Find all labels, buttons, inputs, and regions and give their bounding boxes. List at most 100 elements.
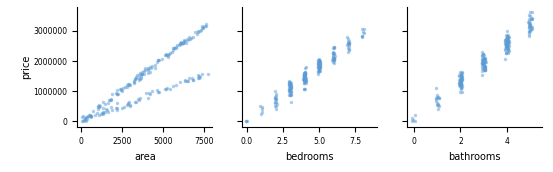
Point (504, 50, 513, 53)
Point (85, 115, 94, 118)
Point (132, 101, 140, 104)
Point (86, 113, 95, 116)
Point (431, 100, 440, 103)
Point (478, 67, 487, 69)
Point (301, 77, 310, 80)
Point (455, 81, 463, 84)
Point (478, 60, 487, 63)
Point (270, 101, 279, 104)
Point (457, 79, 466, 82)
Point (504, 44, 513, 47)
Point (299, 82, 308, 84)
Point (359, 32, 368, 34)
Point (124, 100, 133, 103)
Point (504, 41, 513, 44)
Point (343, 47, 352, 49)
Point (184, 39, 193, 41)
Point (328, 59, 337, 62)
Point (153, 90, 162, 93)
Point (190, 31, 199, 34)
Point (314, 66, 322, 69)
Point (107, 106, 116, 108)
Point (154, 58, 163, 61)
Point (525, 23, 534, 25)
Point (84, 113, 93, 116)
Point (456, 87, 465, 90)
Point (525, 23, 534, 26)
Point (189, 78, 198, 81)
Point (528, 26, 536, 28)
Point (432, 98, 441, 100)
Point (456, 78, 465, 80)
Point (285, 94, 294, 96)
Point (478, 62, 487, 65)
Point (478, 62, 487, 65)
Point (433, 95, 442, 98)
Point (358, 35, 367, 37)
Point (286, 90, 295, 92)
Point (300, 71, 309, 74)
Point (503, 37, 512, 40)
Point (141, 92, 150, 95)
Point (183, 80, 192, 83)
Point (358, 30, 367, 33)
Point (300, 78, 309, 81)
Point (300, 78, 309, 81)
Point (130, 79, 139, 82)
Point (195, 75, 204, 78)
Point (479, 64, 488, 67)
Point (108, 109, 117, 111)
Point (300, 88, 309, 91)
Point (124, 83, 133, 86)
Point (285, 84, 294, 87)
Point (502, 44, 511, 47)
Point (345, 41, 354, 44)
Point (300, 77, 309, 80)
Point (457, 82, 466, 85)
Point (133, 97, 142, 100)
Point (285, 83, 294, 86)
Point (479, 58, 488, 60)
Point (478, 56, 487, 58)
Point (315, 59, 324, 62)
Point (135, 73, 144, 76)
Point (100, 110, 109, 113)
Point (457, 77, 466, 80)
Point (186, 36, 195, 39)
Point (330, 57, 339, 60)
Point (196, 30, 205, 33)
Point (501, 58, 510, 61)
Point (478, 58, 487, 61)
Point (285, 87, 294, 90)
Point (285, 83, 294, 86)
Point (314, 65, 322, 68)
Point (503, 37, 512, 40)
Point (243, 120, 252, 123)
Point (98, 111, 107, 114)
Point (456, 84, 465, 87)
Point (503, 40, 512, 43)
Point (285, 83, 294, 85)
Point (114, 93, 123, 95)
Point (457, 80, 466, 83)
Point (121, 85, 130, 88)
Point (299, 77, 308, 80)
Point (300, 71, 309, 73)
Point (330, 46, 338, 49)
Point (123, 103, 132, 106)
Point (107, 93, 116, 96)
Point (314, 60, 323, 62)
Point (139, 73, 148, 75)
Point (258, 108, 267, 110)
Point (98, 111, 107, 113)
Point (300, 74, 309, 77)
Point (314, 73, 323, 76)
Point (299, 79, 308, 81)
Point (153, 89, 161, 91)
Point (480, 64, 489, 66)
Point (180, 78, 189, 81)
Point (141, 67, 150, 69)
Point (144, 67, 153, 70)
Point (501, 34, 510, 36)
Point (316, 61, 325, 63)
